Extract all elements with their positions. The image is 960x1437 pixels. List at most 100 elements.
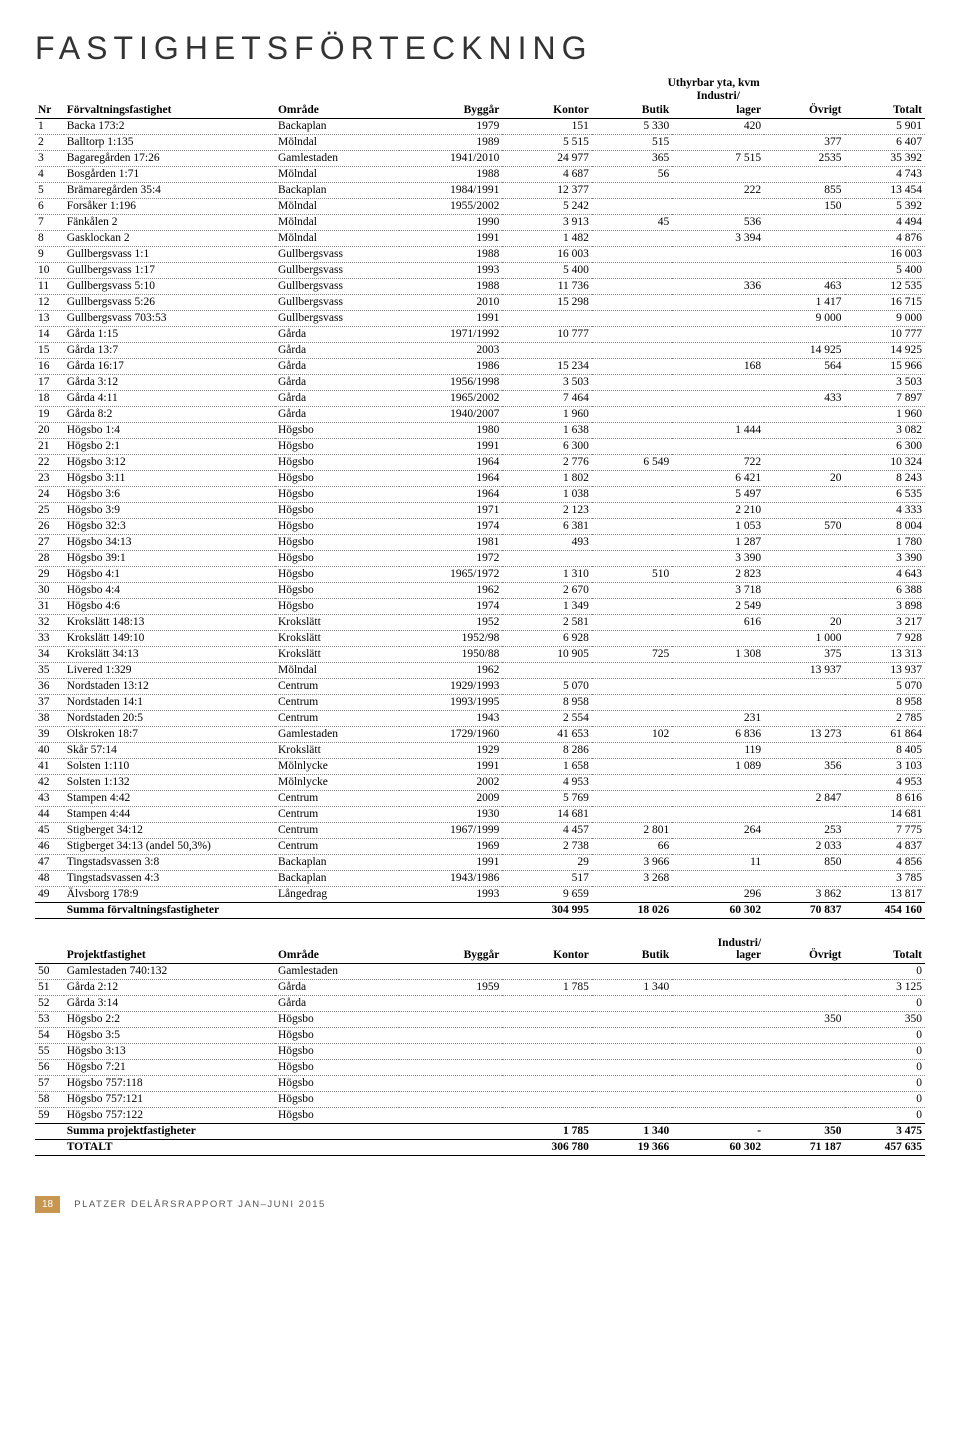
table-row: 46Stigberget 34:13 (andel 50,3%)Centrum1… — [35, 838, 925, 854]
table-cell — [672, 310, 764, 326]
table-cell: Centrum — [275, 838, 399, 854]
table-cell: 1974 — [399, 598, 502, 614]
table-row: 31Högsbo 4:6Högsbo19741 3492 5493 898 — [35, 598, 925, 614]
table-cell: 45 — [592, 214, 672, 230]
table-cell: 30 — [35, 582, 64, 598]
table-cell — [672, 374, 764, 390]
table-row: 4Bosgården 1:71Mölndal19884 687564 743 — [35, 166, 925, 182]
table-cell: Mölnlycke — [275, 774, 399, 790]
footer-text: PLATZER DELÅRSRAPPORT JAN–JUNI 2015 — [74, 1199, 326, 1210]
table-cell — [592, 406, 672, 422]
table-cell: 3 217 — [845, 614, 925, 630]
table-cell: 42 — [35, 774, 64, 790]
table-cell: 13 817 — [845, 886, 925, 902]
table-cell — [592, 1059, 672, 1075]
table-cell: Balltorp 1:135 — [64, 134, 275, 150]
table-cell: 51 — [35, 979, 64, 995]
table-cell: Högsbo — [275, 454, 399, 470]
table-cell: Mölndal — [275, 230, 399, 246]
table-cell: 19 — [35, 406, 64, 422]
sum1-label: Summa förvaltningsfastigheter — [64, 902, 503, 918]
table-row: 30Högsbo 4:4Högsbo19622 6703 7186 388 — [35, 582, 925, 598]
table-cell — [764, 1043, 844, 1059]
table-cell: 6 300 — [845, 438, 925, 454]
table-cell: Högsbo 4:1 — [64, 566, 275, 582]
table-cell: 1986 — [399, 358, 502, 374]
table-cell: 8 004 — [845, 518, 925, 534]
table-cell: 8 — [35, 230, 64, 246]
table-cell — [672, 870, 764, 886]
table-cell: 12 — [35, 294, 64, 310]
table-cell: 1929 — [399, 742, 502, 758]
table-cell: 3 966 — [592, 854, 672, 870]
table-cell: 855 — [764, 182, 844, 198]
table-cell: 1 038 — [502, 486, 592, 502]
table-cell — [502, 1075, 592, 1091]
table-cell — [399, 963, 502, 979]
table-cell: Högsbo 3:6 — [64, 486, 275, 502]
table-cell — [764, 422, 844, 438]
table-cell: 48 — [35, 870, 64, 886]
table-cell: Gårda — [275, 342, 399, 358]
table-cell: 17 — [35, 374, 64, 390]
table-cell: 3 785 — [845, 870, 925, 886]
table-cell — [764, 1091, 844, 1107]
table-cell — [592, 742, 672, 758]
table-cell: 1993 — [399, 886, 502, 902]
table-cell: Högsbo 3:9 — [64, 502, 275, 518]
table-cell: 350 — [845, 1011, 925, 1027]
page-title: FASTIGHETSFÖRTECKNING — [35, 30, 925, 67]
table-cell: 35 — [35, 662, 64, 678]
table-cell — [592, 198, 672, 214]
table-cell: 1 000 — [764, 630, 844, 646]
table-cell: 4 687 — [502, 166, 592, 182]
col2-totalt: Totalt — [845, 918, 925, 963]
table-cell — [592, 774, 672, 790]
table-cell — [592, 1027, 672, 1043]
table-cell: 463 — [764, 278, 844, 294]
table-cell — [592, 790, 672, 806]
table-cell — [592, 995, 672, 1011]
table-cell: Krokslätt 148:13 — [64, 614, 275, 630]
col-kontor: Kontor — [502, 102, 592, 118]
table-cell: 10 777 — [845, 326, 925, 342]
table-cell: Gullbergsvass — [275, 294, 399, 310]
table-cell — [399, 1107, 502, 1123]
table-cell — [764, 870, 844, 886]
table-cell — [764, 1027, 844, 1043]
table-cell — [592, 230, 672, 246]
table-cell: 35 392 — [845, 150, 925, 166]
table-cell: 1988 — [399, 166, 502, 182]
table-cell: Högsbo 7:21 — [64, 1059, 275, 1075]
table-row: 29Högsbo 4:1Högsbo1965/19721 3105102 823… — [35, 566, 925, 582]
table-cell: 22 — [35, 454, 64, 470]
table-cell: 1981 — [399, 534, 502, 550]
table-cell: 1979 — [399, 118, 502, 134]
table-cell: 3 913 — [502, 214, 592, 230]
table-cell: Gårda 13:7 — [64, 342, 275, 358]
table-cell — [399, 1011, 502, 1027]
table-cell: Gullbergsvass 5:26 — [64, 294, 275, 310]
table-cell — [592, 1043, 672, 1059]
table-cell — [399, 1059, 502, 1075]
table-row: 36Nordstaden 13:12Centrum1929/19935 0705… — [35, 678, 925, 694]
table-cell: 41 653 — [502, 726, 592, 742]
table-cell — [764, 118, 844, 134]
table-cell: 1952/98 — [399, 630, 502, 646]
table-cell: Stigberget 34:12 — [64, 822, 275, 838]
table-cell: 5 400 — [845, 262, 925, 278]
table-cell: 1969 — [399, 838, 502, 854]
table-cell: 570 — [764, 518, 844, 534]
table-cell: 56 — [35, 1059, 64, 1075]
table-cell: 1955/2002 — [399, 198, 502, 214]
col-nr: Nr — [35, 102, 64, 118]
table-cell: 1930 — [399, 806, 502, 822]
table-cell: Högsbo 3:12 — [64, 454, 275, 470]
table-cell: 2 123 — [502, 502, 592, 518]
table-cell: 66 — [592, 838, 672, 854]
table-cell: 375 — [764, 646, 844, 662]
table-cell: Centrum — [275, 806, 399, 822]
table-cell: 6 535 — [845, 486, 925, 502]
table-cell: Högsbo 3:13 — [64, 1043, 275, 1059]
table-row: 57Högsbo 757:118Högsbo0 — [35, 1075, 925, 1091]
